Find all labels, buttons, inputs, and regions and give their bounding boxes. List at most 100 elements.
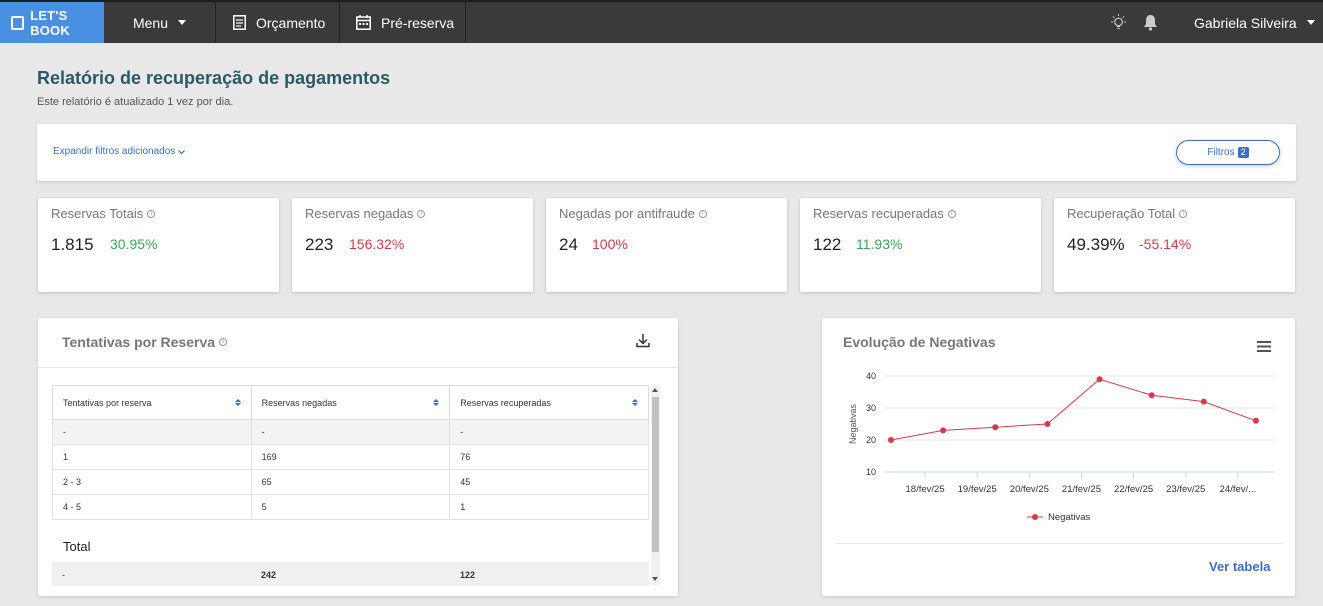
kpi-label: Reservas negadas	[305, 206, 414, 221]
data-point	[992, 424, 999, 431]
table-cell: -	[52, 419, 252, 445]
evolution-panel-title: Evolução de Negativas	[843, 334, 996, 350]
total-cell: 242	[261, 570, 277, 580]
y-tick-label: 30	[866, 403, 876, 413]
top-navbar: LET'S BOOK Menu Orçamento Pré-reserva Ga…	[0, 0, 1323, 43]
lightbulb-icon[interactable]	[1110, 14, 1127, 36]
table-row: 1 169 76	[52, 444, 649, 470]
info-icon[interactable]: i	[147, 209, 156, 218]
kpi-change: 30.95%	[110, 236, 158, 252]
info-icon[interactable]: i	[219, 338, 228, 346]
y-axis-label: Negativas	[848, 403, 858, 444]
table-cell: 1	[52, 444, 252, 470]
column-header-label: Reservas recuperadas	[460, 397, 551, 408]
nav-orcamento[interactable]: Orçamento	[216, 2, 340, 43]
total-label: Total	[63, 539, 91, 554]
nav-prereserva-label: Pré-reserva	[381, 14, 455, 31]
table-cell: 1	[449, 494, 649, 520]
document-icon	[233, 15, 246, 30]
total-cell: -	[62, 570, 65, 580]
table-cell: 45	[449, 469, 649, 495]
data-point	[1096, 376, 1103, 383]
view-table-link[interactable]: Ver tabela	[1209, 559, 1271, 574]
sort-icon[interactable]	[234, 399, 241, 406]
sort-icon[interactable]	[433, 399, 440, 406]
chevron-down-icon	[1306, 20, 1315, 25]
data-point	[1252, 417, 1259, 424]
filters-count-badge: 2	[1237, 147, 1249, 158]
data-point	[940, 427, 947, 434]
kpi-card-reservas-totais: Reservas Totais i 1.815 30.95%	[38, 198, 279, 292]
kpi-change: -55.14%	[1139, 236, 1192, 252]
data-point	[888, 437, 894, 443]
x-tick-label: 20/fev/25	[1010, 484, 1049, 495]
nav-prereserva[interactable]: Pré-reserva	[340, 2, 466, 43]
legend-label: Negativas	[1048, 512, 1090, 523]
kpi-card-reservas-recuperadas: Reservas recuperadas i 122 11.93%	[800, 198, 1041, 292]
y-tick-label: 10	[866, 467, 876, 477]
table-cell: 169	[251, 444, 451, 470]
page-subtitle: Este relatório é atualizado 1 vez por di…	[37, 96, 234, 108]
logo-square-icon	[11, 15, 25, 30]
table-cell: 76	[449, 444, 649, 470]
chevron-down-icon	[178, 20, 187, 25]
table-row: 2 - 3 65 45	[52, 469, 649, 495]
column-header[interactable]: Reservas recuperadas	[449, 385, 649, 420]
column-header-label: Tentativas por reserva	[63, 397, 152, 408]
kpi-card-recuperacao-total: Recuperação Total i 49.39% -55.14%	[1054, 198, 1295, 292]
expand-filters-link[interactable]: Expandir filtros adicionados	[53, 146, 186, 157]
evolution-chart: 10 20 30 40 Negativas 18/fev/25 19/fev/25 20/fe…	[848, 371, 1275, 523]
scroll-down-icon[interactable]	[652, 577, 658, 581]
data-point	[1148, 392, 1155, 399]
column-header[interactable]: Reservas negadas	[251, 385, 451, 420]
menu-dropdown[interactable]: Menu	[104, 2, 216, 43]
table-header-row: Tentativas por reserva Reservas negadas …	[52, 385, 649, 420]
info-icon[interactable]: i	[698, 209, 707, 218]
table-cell: 5	[251, 494, 451, 520]
download-icon[interactable]	[636, 333, 650, 348]
y-tick-label: 40	[866, 371, 876, 381]
filter-card: Expandir filtros adicionados Filtros 2	[37, 124, 1296, 181]
column-header-label: Reservas negadas	[261, 397, 337, 408]
page-title: Relatório de recuperação de pagamentos	[37, 68, 391, 88]
kpi-label: Recuperação Total	[1067, 206, 1176, 221]
kpi-label: Reservas recuperadas	[813, 206, 944, 221]
total-row: - 242 122	[52, 562, 649, 586]
bell-icon[interactable]	[1143, 14, 1158, 36]
kpi-card-negadas-antifraude: Negadas por antifraude i 24 100%	[546, 198, 787, 292]
chevron-down-icon	[178, 149, 186, 154]
kpi-value: 223	[305, 235, 334, 254]
kpi-value: 122	[813, 235, 842, 254]
x-tick-label: 19/fev/25	[958, 484, 997, 495]
attempts-title-text: Tentativas por Reserva	[62, 334, 216, 350]
kpi-label: Reservas Totais	[51, 206, 144, 221]
scroll-up-icon[interactable]	[652, 388, 658, 392]
info-icon[interactable]: i	[1179, 209, 1188, 218]
user-menu[interactable]: Gabriela Silveira	[1194, 2, 1315, 43]
brand-logo[interactable]: LET'S BOOK	[0, 2, 104, 43]
x-tick-label: 23/fev/25	[1166, 484, 1205, 495]
table-cell: 65	[251, 469, 451, 495]
scrollbar-thumb[interactable]	[652, 397, 659, 552]
info-icon[interactable]: i	[417, 209, 426, 218]
attempts-panel-title: Tentativas por Reserva i	[62, 334, 228, 350]
table-scrollbar[interactable]	[651, 385, 660, 585]
attempts-panel: Tentativas por Reserva i Tentativas por …	[38, 318, 678, 596]
filters-button[interactable]: Filtros 2	[1176, 140, 1280, 165]
hamburger-menu-icon[interactable]	[1257, 341, 1271, 352]
divider	[38, 367, 678, 368]
evolution-panel: Evolução de Negativas 10 20 30 40 Negativas 1…	[822, 318, 1295, 596]
total-cell: 122	[460, 570, 476, 580]
info-icon[interactable]: i	[947, 209, 956, 218]
legend-marker	[1032, 514, 1038, 520]
sort-icon[interactable]	[632, 399, 638, 406]
column-header[interactable]: Tentativas por reserva	[52, 385, 252, 420]
x-tick-label: 24/fev/...	[1220, 484, 1256, 495]
kpi-value: 24	[559, 235, 578, 254]
table-cell: 4 - 5	[52, 494, 252, 520]
data-point	[1200, 398, 1207, 405]
menu-label: Menu	[132, 14, 169, 31]
x-tick-label: 22/fev/25	[1114, 484, 1153, 495]
filters-button-label: Filtros	[1207, 147, 1235, 158]
kpi-change: 11.93%	[856, 236, 903, 252]
